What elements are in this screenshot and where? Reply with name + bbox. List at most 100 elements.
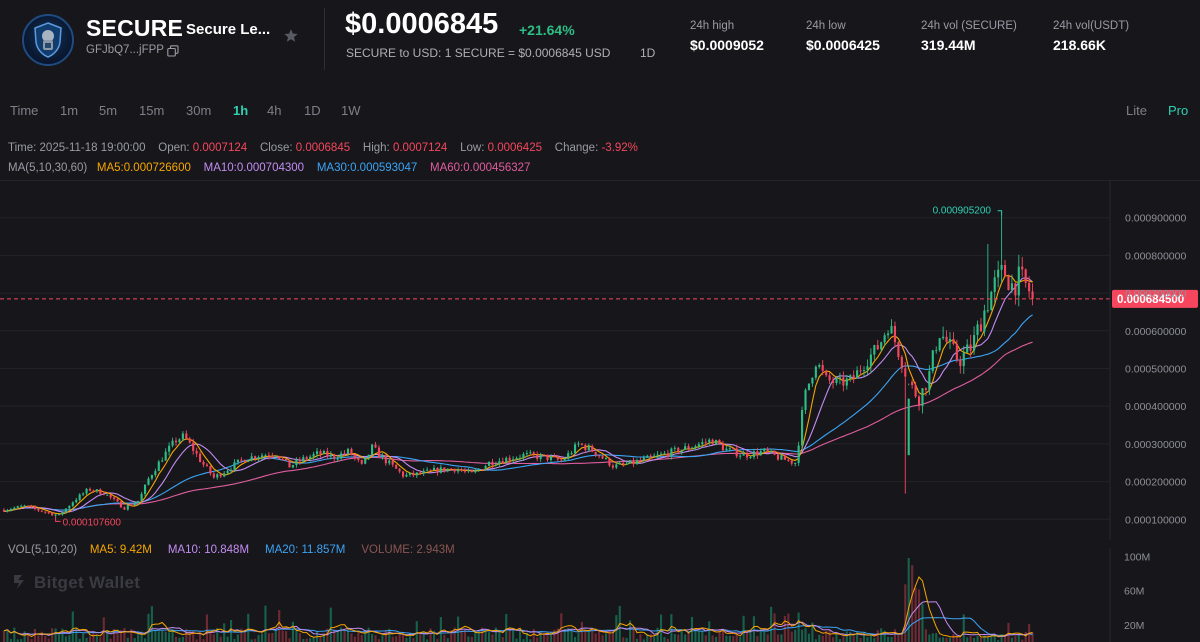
star-icon[interactable] bbox=[283, 28, 299, 44]
volume-bar bbox=[866, 637, 869, 642]
candle bbox=[948, 332, 952, 350]
candle bbox=[508, 455, 511, 464]
header-divider bbox=[324, 8, 325, 70]
candle bbox=[876, 339, 879, 351]
volume-bar bbox=[869, 634, 872, 642]
volume-bar bbox=[849, 631, 852, 642]
volume-bar bbox=[319, 636, 322, 642]
volume-bar bbox=[88, 636, 92, 642]
volume-bar bbox=[154, 630, 157, 642]
volume-bar bbox=[264, 605, 267, 642]
candle bbox=[780, 453, 783, 460]
candle bbox=[818, 363, 821, 369]
candle bbox=[377, 445, 381, 458]
candle bbox=[264, 453, 267, 457]
volume-bar bbox=[924, 629, 927, 642]
candle bbox=[130, 503, 133, 507]
mode-pro[interactable]: Pro bbox=[1168, 103, 1189, 118]
candle bbox=[653, 453, 656, 457]
candle bbox=[532, 451, 535, 458]
volume-bar bbox=[71, 611, 74, 642]
volume-bar bbox=[92, 632, 95, 642]
candle bbox=[604, 457, 608, 460]
candle bbox=[708, 438, 711, 445]
candle bbox=[880, 341, 883, 352]
candle bbox=[439, 464, 442, 474]
candle bbox=[752, 448, 755, 460]
copy-icon[interactable] bbox=[167, 45, 179, 57]
volume-bar bbox=[697, 630, 700, 642]
timeframe-15m[interactable]: 15m bbox=[139, 103, 165, 118]
volume-bar bbox=[312, 637, 315, 642]
candle bbox=[498, 457, 501, 468]
candle bbox=[505, 456, 508, 464]
volume-bar bbox=[470, 636, 473, 642]
volume-bar bbox=[298, 633, 301, 642]
candle bbox=[966, 339, 969, 353]
candle bbox=[481, 469, 484, 471]
candle bbox=[61, 511, 64, 516]
volume-bar bbox=[178, 637, 181, 642]
volume-bar bbox=[831, 637, 835, 642]
candle bbox=[567, 450, 570, 461]
candle bbox=[446, 468, 449, 473]
volume-bar bbox=[205, 614, 209, 642]
volume-tick-label: 100M bbox=[1124, 551, 1150, 563]
volume-bar bbox=[188, 630, 191, 642]
timeframe-time[interactable]: Time bbox=[10, 103, 39, 118]
candle bbox=[842, 371, 845, 392]
volume-bar bbox=[491, 634, 494, 642]
candle bbox=[326, 447, 329, 460]
min-marker-line bbox=[55, 516, 61, 522]
candle bbox=[580, 442, 583, 446]
volume-bar bbox=[381, 635, 384, 642]
ma60-value: 0.000456327 bbox=[463, 162, 531, 174]
volume-bar bbox=[377, 639, 381, 642]
candle bbox=[1003, 259, 1007, 277]
candle bbox=[119, 501, 123, 508]
candle bbox=[642, 455, 645, 463]
timeframe-1w[interactable]: 1W bbox=[341, 103, 361, 118]
time-label: Time: bbox=[8, 142, 37, 154]
candle bbox=[44, 511, 47, 514]
candle bbox=[395, 464, 398, 469]
candle bbox=[219, 473, 222, 479]
candle bbox=[1028, 276, 1031, 298]
candle bbox=[587, 443, 590, 452]
timeframe-1m[interactable]: 1m bbox=[60, 103, 79, 118]
price-tick-label: 0.000300000 bbox=[1125, 439, 1186, 451]
volume-bar bbox=[329, 607, 332, 642]
volume-bar bbox=[501, 637, 504, 642]
candle bbox=[68, 505, 71, 510]
volume-bar bbox=[708, 621, 711, 642]
timeframe-5m[interactable]: 5m bbox=[99, 103, 118, 118]
volume-bar bbox=[580, 621, 583, 642]
volume-tick-label: 60M bbox=[1124, 586, 1144, 598]
ma30-label: MA30: bbox=[316, 162, 351, 174]
volume-chart[interactable]: 100M 60M 20M bbox=[0, 548, 1200, 642]
candle bbox=[1021, 256, 1024, 277]
candle bbox=[632, 457, 635, 468]
volume-bar bbox=[326, 628, 329, 642]
candle bbox=[728, 444, 731, 452]
ma10-value: 0.000704300 bbox=[236, 162, 305, 174]
volume-bar bbox=[161, 630, 164, 642]
candle bbox=[598, 454, 601, 459]
volume-bar bbox=[1021, 639, 1024, 642]
volume-bar bbox=[684, 634, 687, 642]
timeframe-1d[interactable]: 1D bbox=[304, 103, 321, 118]
candle bbox=[553, 453, 556, 458]
candle bbox=[57, 514, 61, 516]
volume-bar bbox=[305, 638, 308, 642]
volume-bar bbox=[219, 636, 222, 642]
mode-lite[interactable]: Lite bbox=[1126, 103, 1147, 118]
volume-bar bbox=[921, 603, 924, 642]
timeframe-1h[interactable]: 1h bbox=[233, 103, 249, 118]
candle bbox=[756, 447, 759, 459]
timeframe-4h[interactable]: 4h bbox=[267, 103, 282, 118]
candle bbox=[477, 468, 480, 473]
candle bbox=[546, 454, 549, 463]
close-value: 0.0006845 bbox=[295, 142, 351, 154]
price-chart[interactable]: 0.000684500 0.000905200 0.000107600 0.0009… bbox=[0, 180, 1200, 540]
timeframe-30m[interactable]: 30m bbox=[186, 103, 212, 118]
